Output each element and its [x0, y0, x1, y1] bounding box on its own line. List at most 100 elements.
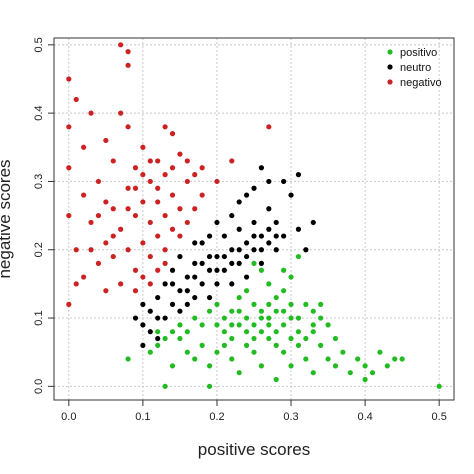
point-neutro [184, 288, 190, 294]
point-positivo [303, 335, 309, 342]
point-negativo [132, 267, 139, 273]
point-positivo [162, 335, 168, 342]
point-positivo [310, 308, 316, 314]
point-positivo [295, 329, 302, 335]
point-negativo [147, 281, 153, 287]
point-neutro [258, 247, 265, 253]
point-positivo [332, 335, 339, 342]
point-negativo [95, 178, 102, 185]
point-positivo [273, 294, 279, 301]
point-positivo [199, 342, 205, 348]
data-points [66, 42, 442, 389]
point-neutro [251, 233, 257, 239]
point-positivo [206, 308, 213, 314]
point-negativo [192, 172, 198, 178]
point-neutro [229, 260, 235, 266]
point-negativo [140, 144, 146, 150]
point-positivo [221, 342, 227, 348]
point-positivo [266, 335, 272, 342]
point-positivo [310, 329, 316, 335]
point-negativo [147, 219, 153, 226]
point-positivo [266, 301, 272, 307]
point-negativo [95, 260, 102, 266]
point-neutro [162, 281, 168, 287]
point-positivo [184, 349, 190, 355]
point-neutro [266, 226, 272, 232]
point-negativo [81, 192, 87, 198]
point-neutro [169, 281, 176, 287]
y-tick-label: 0.3 [33, 174, 45, 189]
point-positivo [362, 363, 368, 369]
point-negativo [73, 281, 79, 287]
point-neutro [251, 185, 257, 191]
x-tick-label: 0.1 [135, 411, 150, 423]
point-negativo [95, 212, 102, 219]
point-negativo [177, 206, 183, 212]
point-negativo [184, 219, 190, 226]
point-positivo [362, 376, 368, 383]
point-negativo [118, 42, 124, 48]
point-neutro [199, 260, 205, 266]
point-negativo [81, 274, 87, 280]
point-positivo [258, 329, 265, 335]
point-positivo [340, 349, 346, 355]
y-axis-title: negative scores [0, 159, 14, 278]
point-negativo [88, 219, 94, 226]
point-neutro [177, 253, 183, 260]
point-negativo [155, 199, 161, 205]
point-negativo [110, 206, 116, 212]
point-negativo [229, 158, 235, 164]
point-negativo [147, 178, 153, 185]
point-neutro [310, 219, 316, 226]
point-neutro [258, 260, 265, 266]
point-neutro [236, 226, 242, 232]
point-positivo [318, 301, 324, 307]
point-neutro [295, 226, 302, 232]
point-negativo [155, 233, 161, 239]
legend-marker-neutro [387, 64, 393, 70]
point-neutro [184, 274, 190, 280]
point-neutro [236, 199, 242, 205]
point-neutro [221, 233, 227, 239]
point-neutro [229, 247, 235, 253]
point-neutro [199, 240, 205, 246]
point-positivo [243, 329, 250, 335]
point-neutro [132, 315, 139, 321]
point-neutro [214, 281, 220, 287]
point-negativo [125, 49, 131, 55]
point-positivo [295, 253, 302, 260]
point-positivo [206, 383, 213, 389]
point-neutro [206, 294, 213, 301]
point-neutro [192, 260, 198, 266]
point-positivo [251, 335, 257, 342]
point-positivo [258, 308, 265, 314]
point-negativo [103, 240, 109, 246]
point-neutro [243, 240, 250, 246]
point-negativo [169, 131, 176, 137]
point-negativo [132, 165, 139, 171]
point-positivo [281, 308, 287, 314]
legend-label-positivo: positivo [400, 47, 437, 59]
point-negativo [125, 247, 131, 253]
point-positivo [325, 356, 331, 362]
point-neutro [295, 172, 302, 178]
legend-marker-positivo [387, 49, 393, 55]
point-positivo [236, 308, 242, 314]
point-negativo [162, 247, 168, 253]
point-neutro [243, 274, 250, 280]
point-positivo [147, 349, 153, 355]
point-negativo [66, 76, 72, 82]
point-positivo [303, 356, 309, 362]
point-neutro [266, 206, 272, 212]
point-negativo [118, 110, 124, 116]
point-positivo [281, 288, 287, 294]
point-neutro [214, 253, 220, 260]
point-negativo [110, 158, 116, 164]
point-neutro [140, 322, 146, 328]
point-neutro [147, 329, 153, 335]
point-negativo [147, 158, 153, 164]
point-positivo [192, 315, 198, 321]
point-negativo [66, 212, 72, 219]
y-tick-label: 0.2 [33, 242, 45, 257]
